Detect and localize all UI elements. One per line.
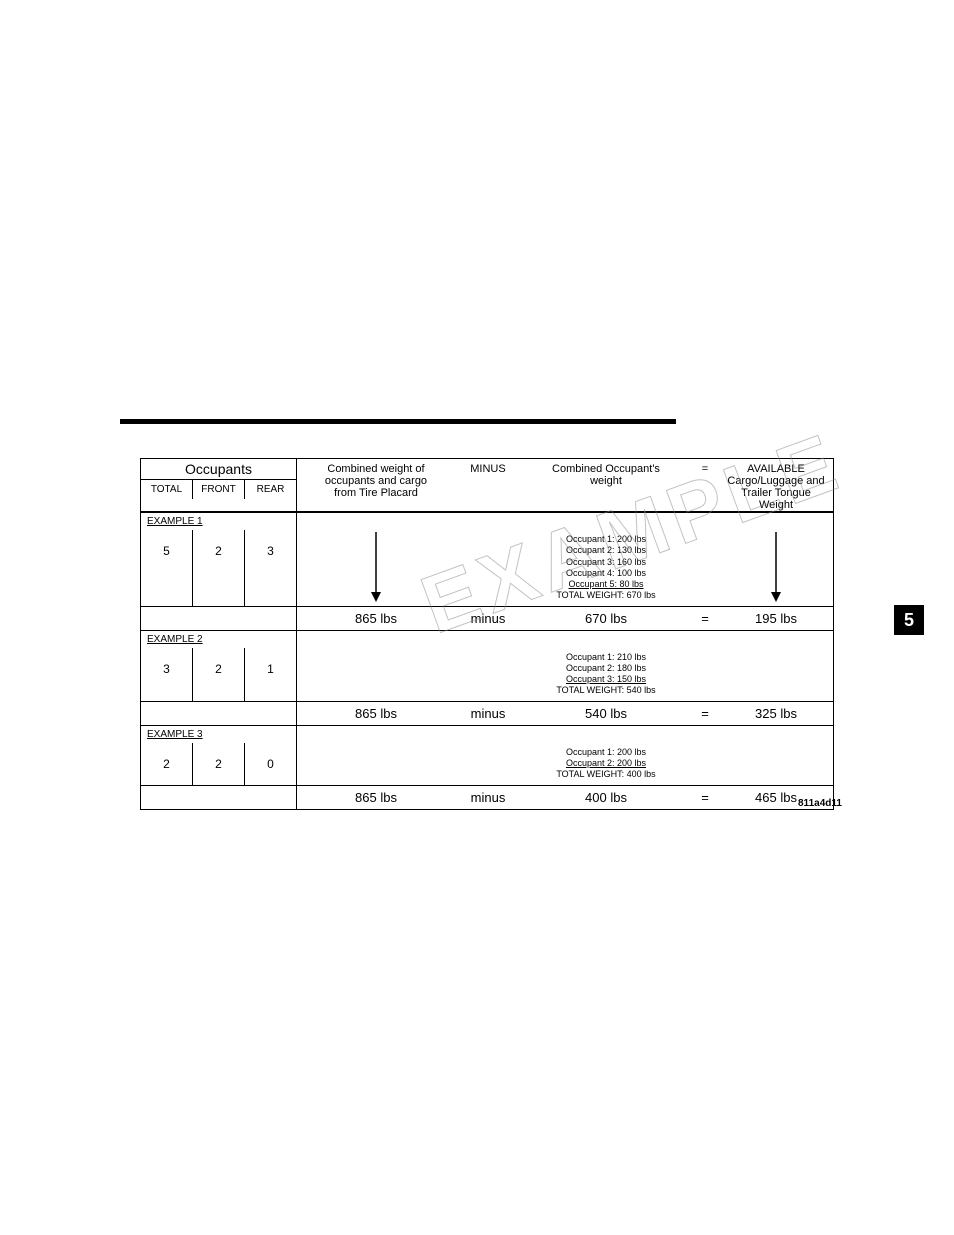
available-header-l4: Weight [721, 499, 831, 511]
occupant-weight-header-l1: Combined Occupant's [523, 463, 689, 475]
cell-rear: 3 [244, 530, 296, 606]
combined-weight-header-l1: Combined weight of [299, 463, 453, 475]
minus-label: minus [455, 607, 521, 630]
occupant-total-line: TOTAL WEIGHT: 670 lbs [521, 590, 691, 601]
cell-total: 3 [141, 648, 192, 701]
minus-label: minus [455, 786, 521, 809]
cell-front: 2 [192, 530, 244, 606]
cell-rear: 1 [244, 648, 296, 701]
cell-front: 2 [192, 743, 244, 785]
occupant-line: Occupant 5: 80 lbs [521, 579, 691, 590]
cell-rear: 0 [244, 743, 296, 785]
occupant-line: Occupant 4: 100 lbs [521, 568, 691, 579]
loading-examples-table: Occupants TOTAL FRONT REAR Combined weig… [140, 458, 834, 810]
occupant-weight-header-l2: weight [523, 475, 689, 487]
placard-value: 865 lbs [297, 607, 455, 630]
occupant-line: Occupant 3: 150 lbs [521, 674, 691, 685]
available-value: 325 lbs [719, 702, 833, 725]
combined-weight-header-l2: occupants and cargo [299, 475, 453, 487]
equals-label: = [691, 607, 719, 630]
available-header-l1: AVAILABLE [721, 463, 831, 475]
example-label: EXAMPLE 2 [141, 631, 297, 648]
combined-occupant-value: 540 lbs [521, 702, 691, 725]
section-tab: 5 [894, 605, 924, 635]
occupant-line: Occupant 1: 200 lbs [521, 534, 691, 545]
available-header-l3: Trailer Tongue [721, 487, 831, 499]
minus-label: minus [455, 702, 521, 725]
available-value: 195 lbs [719, 607, 833, 630]
header-rule [120, 419, 676, 424]
combined-weight-header-l3: from Tire Placard [299, 487, 453, 499]
occupant-line: Occupant 2: 180 lbs [521, 663, 691, 674]
placard-value: 865 lbs [297, 702, 455, 725]
cell-front: 2 [192, 648, 244, 701]
occupant-line: Occupant 1: 200 lbs [521, 747, 691, 758]
occupant-total-line: TOTAL WEIGHT: 400 lbs [521, 769, 691, 780]
occupant-line: Occupant 3: 160 lbs [521, 557, 691, 568]
example-label: EXAMPLE 1 [141, 513, 297, 530]
occupants-header: Occupants [141, 459, 296, 480]
cell-total: 5 [141, 530, 192, 606]
equals-header: = [693, 463, 717, 475]
occupant-line: Occupant 2: 200 lbs [521, 758, 691, 769]
equals-label: = [691, 702, 719, 725]
combined-occupant-value: 400 lbs [521, 786, 691, 809]
col-total: TOTAL [141, 480, 192, 499]
col-front: FRONT [192, 480, 244, 499]
down-arrow-icon [770, 532, 782, 602]
combined-occupant-value: 670 lbs [521, 607, 691, 630]
occupant-total-line: TOTAL WEIGHT: 540 lbs [521, 685, 691, 696]
cell-total: 2 [141, 743, 192, 785]
down-arrow-icon [370, 532, 382, 602]
col-rear: REAR [244, 480, 296, 499]
equals-label: = [691, 786, 719, 809]
placard-value: 865 lbs [297, 786, 455, 809]
available-header-l2: Cargo/Luggage and [721, 475, 831, 487]
minus-header: MINUS [457, 463, 519, 475]
occupant-line: Occupant 2: 130 lbs [521, 545, 691, 556]
example-label: EXAMPLE 3 [141, 726, 297, 743]
occupant-line: Occupant 1: 210 lbs [521, 652, 691, 663]
available-value: 465 lbs [719, 786, 833, 809]
